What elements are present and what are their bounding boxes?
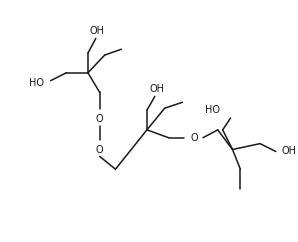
Text: OH: OH [89,25,104,36]
Text: O: O [96,144,103,155]
Text: HO: HO [205,105,220,115]
Text: O: O [190,133,198,143]
Text: OH: OH [149,83,164,94]
Text: HO: HO [29,78,44,88]
Text: OH: OH [281,146,296,157]
Text: O: O [96,114,103,124]
